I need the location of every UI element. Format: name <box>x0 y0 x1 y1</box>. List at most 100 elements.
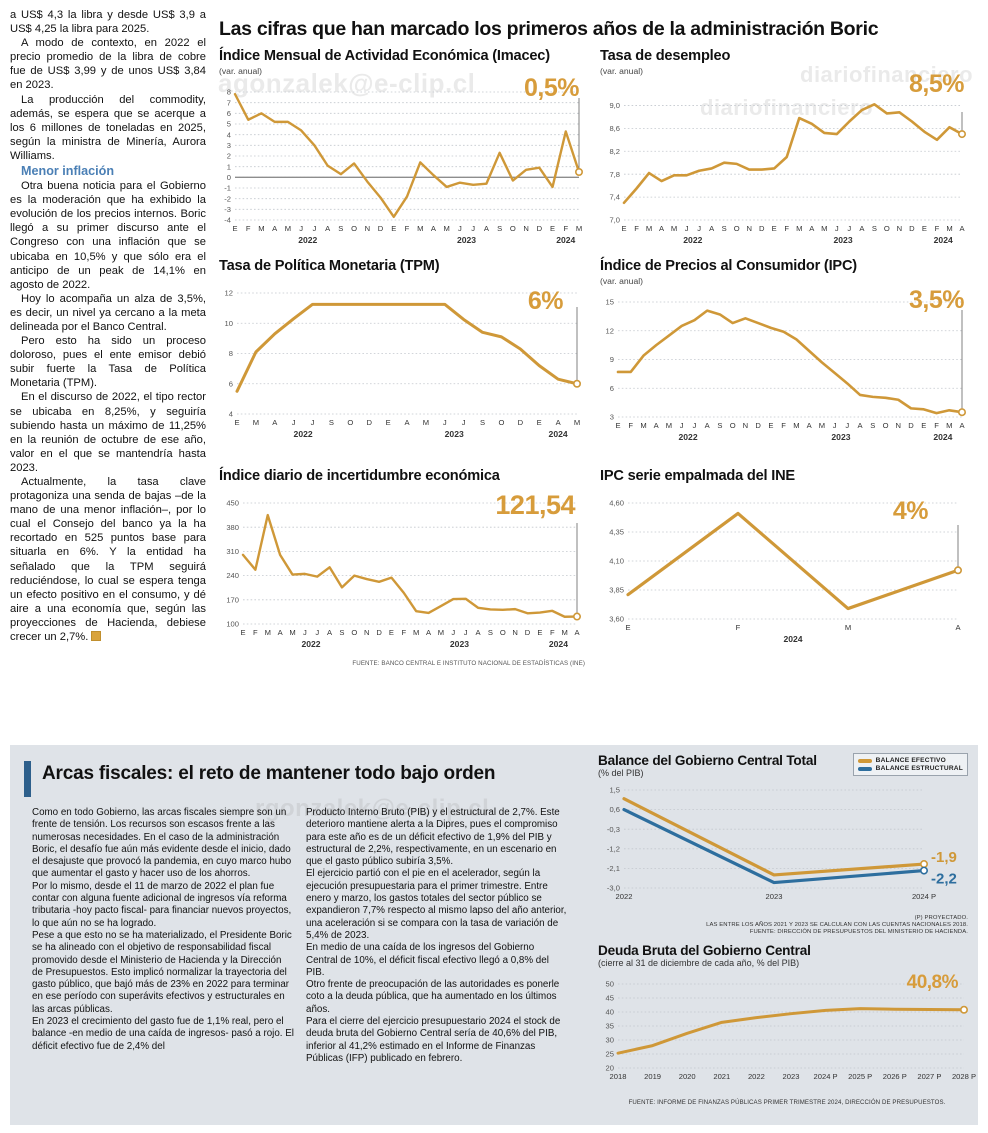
svg-text:E: E <box>234 418 239 427</box>
svg-text:15: 15 <box>606 298 614 307</box>
svg-text:4,60: 4,60 <box>609 499 624 508</box>
chart-title: Índice diario de incertidumbre económica <box>219 468 500 484</box>
article-paragraph: Producto Interno Bruto (PIB) y el estruc… <box>306 807 560 868</box>
svg-text:380: 380 <box>226 523 239 532</box>
svg-text:J: J <box>443 418 447 427</box>
svg-text:A: A <box>475 628 481 637</box>
top-section: agonzalek@e-clip.cl diariofinanciero dia… <box>10 8 973 667</box>
svg-text:F: F <box>784 224 789 233</box>
svg-text:7,4: 7,4 <box>609 193 620 202</box>
svg-text:450: 450 <box>226 499 239 508</box>
chart-title: Índice de Precios al Consumidor (IPC) <box>600 258 857 274</box>
svg-text:F: F <box>781 421 786 430</box>
svg-text:O: O <box>500 628 506 637</box>
svg-text:2018: 2018 <box>610 1072 627 1081</box>
svg-text:S: S <box>717 421 722 430</box>
svg-text:D: D <box>378 224 384 233</box>
svg-text:1,5: 1,5 <box>609 786 620 795</box>
svg-text:A: A <box>574 628 580 637</box>
chart-plot-area: 1,5 0,6 -0,3 -1,2 -2,1 -3,0 2022 2023 2024 P -1,9… <box>598 780 968 915</box>
chart-svg: 4,60 4,35 4,10 3,85 3,60E F M A 2024 <box>609 499 962 644</box>
svg-text:M: M <box>265 628 271 637</box>
svg-text:M: M <box>423 418 429 427</box>
article-paragraph: En 2023 el crecimiento del gasto fue de … <box>32 1016 294 1052</box>
chart-ipc: Índice de Precios al Consumidor (IPC) (v… <box>600 258 970 450</box>
story-paragraph: A modo de contexto, en 2022 el precio pr… <box>10 37 206 92</box>
svg-text:N: N <box>746 224 751 233</box>
svg-text:F: F <box>628 421 633 430</box>
svg-text:N: N <box>897 224 902 233</box>
svg-text:-3: -3 <box>224 205 231 214</box>
svg-text:F: F <box>935 224 940 233</box>
story-paragraph: Pero esto ha sido un proceso doloroso, p… <box>10 335 206 390</box>
svg-text:E: E <box>625 623 630 632</box>
svg-text:2: 2 <box>227 152 231 161</box>
article-paragraph: Pese a que esto no se ha materializado, … <box>32 929 292 1015</box>
svg-text:2024: 2024 <box>549 429 568 439</box>
svg-text:E: E <box>389 628 394 637</box>
chart-desempleo: Tasa de desempleo (var. anual) 8,5% 9,0 8… <box>600 48 970 255</box>
accent-bar <box>24 761 31 797</box>
svg-text:J: J <box>693 421 697 430</box>
svg-text:S: S <box>488 628 493 637</box>
svg-text:M: M <box>289 628 295 637</box>
chart-svg: 9,08,68,27,87,47,0E F M A M J J A S O N D E F M A M J J A S O… <box>609 101 966 245</box>
svg-text:2022: 2022 <box>301 639 320 649</box>
story-paragraph: Otra buena noticia para el Gobierno es l… <box>10 180 206 291</box>
svg-text:F: F <box>405 224 410 233</box>
svg-text:2023: 2023 <box>783 1072 800 1081</box>
story-paragraph-text: Actualmente, la tasa clave protagoniza u… <box>10 476 206 644</box>
svg-text:D: D <box>759 224 765 233</box>
bottom-section: rgonzalek@e-clip.cl Arcas fiscales: el r… <box>10 745 978 1125</box>
article-column-1: Como en todo Gobierno, las arcas fiscale… <box>32 807 294 1053</box>
svg-text:D: D <box>755 421 761 430</box>
svg-text:A: A <box>705 421 711 430</box>
story-paragraph: a US$ 4,3 la libra y desde US$ 3,9 a US$… <box>10 9 206 36</box>
chart-subtitle: (% del PIB) <box>598 768 644 778</box>
svg-text:F: F <box>634 224 639 233</box>
svg-text:2022: 2022 <box>294 429 313 439</box>
svg-text:2021: 2021 <box>713 1072 730 1081</box>
svg-text:M: M <box>821 224 827 233</box>
svg-text:7,0: 7,0 <box>609 216 620 225</box>
svg-text:D: D <box>366 418 372 427</box>
svg-text:E: E <box>922 224 927 233</box>
svg-text:M: M <box>666 421 672 430</box>
left-story-column: a US$ 4,3 la libra y desde US$ 3,9 a US$… <box>10 8 206 644</box>
svg-text:M: M <box>444 224 450 233</box>
svg-text:S: S <box>722 224 727 233</box>
svg-text:9: 9 <box>610 355 614 364</box>
svg-text:J: J <box>847 224 851 233</box>
svg-text:7: 7 <box>227 98 231 107</box>
svg-text:F: F <box>934 421 939 430</box>
svg-text:E: E <box>386 418 391 427</box>
svg-text:M: M <box>258 224 264 233</box>
svg-text:S: S <box>329 418 334 427</box>
svg-text:2023: 2023 <box>450 639 469 649</box>
svg-text:2023: 2023 <box>445 429 464 439</box>
svg-text:A: A <box>431 224 437 233</box>
svg-text:6: 6 <box>227 109 231 118</box>
svg-text:F: F <box>253 628 258 637</box>
article-paragraph: Como en todo Gobierno, las arcas fiscale… <box>32 807 292 880</box>
svg-text:O: O <box>883 421 889 430</box>
svg-text:A: A <box>325 224 331 233</box>
svg-text:4,10: 4,10 <box>609 557 624 566</box>
svg-text:J: J <box>845 421 849 430</box>
article-title: Arcas fiscales: el reto de mantener todo… <box>42 763 496 784</box>
svg-text:2023: 2023 <box>834 235 853 245</box>
svg-text:O: O <box>510 224 516 233</box>
svg-text:2022: 2022 <box>298 235 317 245</box>
svg-text:E: E <box>537 628 542 637</box>
svg-text:F: F <box>246 224 251 233</box>
svg-text:M: M <box>646 224 652 233</box>
svg-text:8,6: 8,6 <box>609 124 620 133</box>
svg-text:A: A <box>426 628 432 637</box>
svg-text:3: 3 <box>227 141 231 150</box>
svg-text:2024 P: 2024 P <box>814 1072 838 1081</box>
svg-text:N: N <box>512 628 517 637</box>
svg-text:O: O <box>351 224 357 233</box>
chart-ipc-empalmada: IPC serie empalmada del INE 4% 4,60 4,35 4… <box>600 468 970 654</box>
svg-text:M: M <box>671 224 677 233</box>
